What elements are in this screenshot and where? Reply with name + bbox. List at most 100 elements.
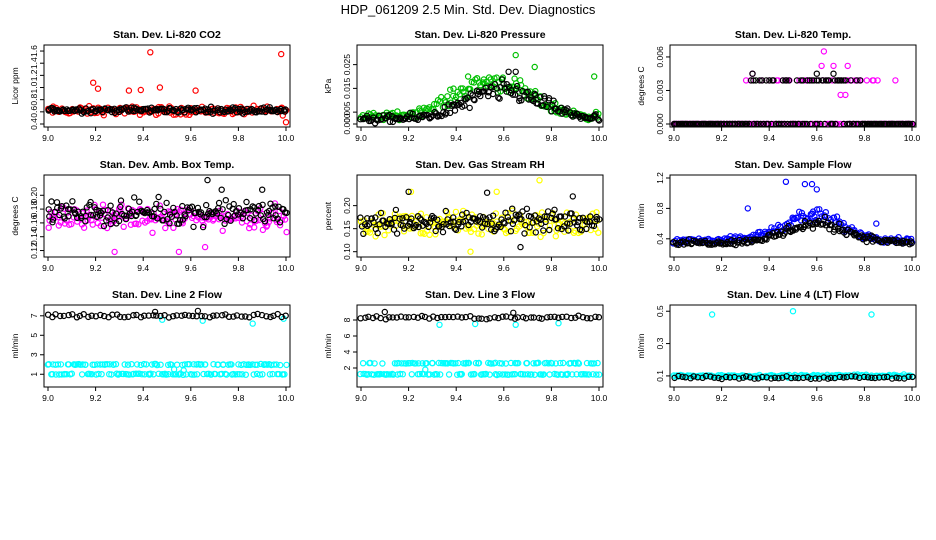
point-black <box>402 314 409 321</box>
point-black <box>360 230 367 237</box>
point-black <box>215 199 223 207</box>
point-black <box>496 95 503 102</box>
point-black <box>182 213 189 220</box>
point-black <box>151 308 159 316</box>
point-black <box>454 313 461 320</box>
point-black <box>280 206 287 213</box>
x-tick-label: 9.4 <box>137 263 149 273</box>
point-black <box>711 374 718 381</box>
point-cyan <box>367 359 374 367</box>
point-magenta <box>870 77 877 84</box>
x-tick-label: 9.8 <box>232 133 244 143</box>
point-black <box>512 85 520 93</box>
y-tick-label: 6 <box>342 333 352 338</box>
point-yellow <box>400 228 408 235</box>
point-cyan <box>554 371 561 378</box>
point-cyan <box>54 361 62 368</box>
point-magenta <box>99 201 107 208</box>
data-points <box>670 48 916 128</box>
point-black <box>690 373 697 380</box>
point-black <box>740 374 747 381</box>
point-black <box>272 203 279 210</box>
point-red <box>147 49 154 56</box>
point-magenta <box>97 222 104 230</box>
point-black <box>793 77 801 84</box>
point-black <box>137 314 145 321</box>
point-cyan <box>437 371 444 378</box>
point-black <box>222 196 229 204</box>
point-black <box>227 217 234 224</box>
point-black <box>771 374 779 381</box>
point-magenta <box>175 248 183 256</box>
point-black <box>830 70 837 77</box>
point-black <box>743 373 750 380</box>
point-black <box>175 220 183 227</box>
x-tick-label: 9.8 <box>232 393 244 403</box>
point-black <box>521 230 528 237</box>
point-black <box>392 206 400 214</box>
point-yellow <box>432 231 439 238</box>
point-yellow <box>529 229 536 236</box>
point-magenta <box>842 91 849 99</box>
point-cyan <box>119 370 127 378</box>
point-black <box>416 215 424 222</box>
point-black <box>194 307 202 315</box>
y-tick-label: 0.015 <box>342 77 352 99</box>
point-cyan <box>277 361 284 369</box>
point-black <box>813 70 821 77</box>
point-black <box>405 188 412 195</box>
point-blue <box>833 213 841 220</box>
point-red <box>156 84 164 91</box>
point-cyan <box>78 371 86 378</box>
y-tick-label: 0.4 <box>29 118 39 130</box>
point-black <box>357 214 364 221</box>
point-black <box>415 223 422 231</box>
point-magenta <box>818 62 825 70</box>
point-black <box>225 313 233 320</box>
point-red <box>278 50 285 58</box>
plot-frame <box>669 304 917 388</box>
point-black <box>488 226 495 233</box>
point-black <box>374 229 381 237</box>
y-tick-label: 0.006 <box>655 46 665 68</box>
x-tick-label: 9.2 <box>90 263 102 273</box>
point-black <box>181 311 189 319</box>
point-cyan <box>193 371 201 378</box>
point-green <box>464 73 472 80</box>
x-tick-label: 9.2 <box>403 393 415 403</box>
y-tick-label: 1 <box>29 372 39 377</box>
y-tick-label: 4 <box>342 349 352 354</box>
point-yellow <box>407 188 415 195</box>
point-cyan <box>472 359 480 367</box>
point-black <box>209 312 217 319</box>
point-black <box>278 313 285 321</box>
point-cyan <box>115 370 123 378</box>
point-black <box>595 314 603 321</box>
point-black <box>265 207 273 215</box>
point-magenta <box>159 210 167 217</box>
point-cyan <box>488 360 495 367</box>
point-cyan <box>412 360 419 367</box>
point-magenta <box>149 229 156 236</box>
point-cyan <box>596 371 603 378</box>
point-black <box>257 105 265 112</box>
point-black <box>517 243 524 251</box>
x-tick-label: 9.0 <box>668 133 680 143</box>
point-green <box>438 93 445 101</box>
point-black <box>225 211 232 219</box>
point-black <box>426 219 434 226</box>
y-axis-label: degrees C <box>10 196 20 235</box>
point-cyan <box>390 371 397 378</box>
point-black <box>726 240 734 247</box>
point-black <box>527 213 535 220</box>
data-points <box>357 51 603 127</box>
point-black <box>592 313 599 320</box>
point-black <box>251 216 258 224</box>
point-black <box>49 216 57 223</box>
point-black <box>507 227 515 235</box>
point-cyan <box>180 367 187 374</box>
point-red <box>100 111 108 119</box>
point-black <box>573 222 581 229</box>
point-black <box>909 373 916 381</box>
point-black <box>194 204 202 212</box>
